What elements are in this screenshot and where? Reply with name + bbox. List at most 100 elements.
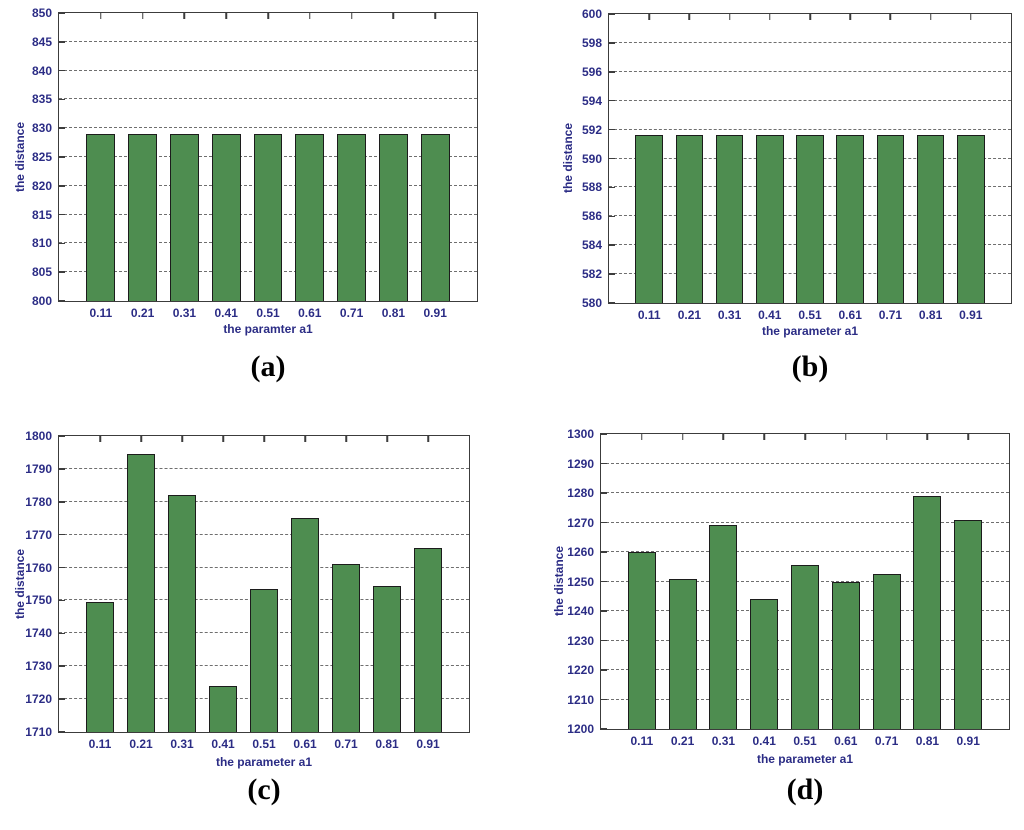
y-tick-label: 840	[31, 63, 52, 78]
y-tick-mark	[601, 462, 607, 465]
bar-0.71	[331, 564, 361, 732]
y-tick-label: 1240	[567, 604, 594, 618]
y-tick-mark	[609, 186, 615, 189]
y-tick-label: 1260	[567, 545, 594, 559]
gridline	[601, 551, 1009, 552]
bar-0.31	[709, 525, 738, 729]
x-tick-label: 0.51	[252, 737, 276, 751]
x-tick-mark-top	[809, 14, 811, 20]
bar-0.91	[954, 519, 983, 729]
y-tick-mark	[601, 580, 607, 583]
gridline	[601, 462, 1009, 464]
x-tick-mark-top	[350, 13, 353, 19]
y-tick-mark	[601, 433, 607, 435]
y-tick-mark	[59, 156, 65, 158]
gridline	[59, 40, 477, 42]
x-tick-mark-top	[929, 14, 932, 20]
bar-0.91	[420, 133, 450, 301]
y-tick-mark	[59, 468, 65, 470]
gridline	[609, 99, 1011, 101]
bar-0.61	[295, 133, 325, 301]
y-tick-label: 845	[31, 34, 52, 49]
y-tick-label: 805	[31, 265, 52, 280]
x-tick-label: 0.21	[129, 737, 153, 751]
y-tick-mark	[601, 669, 607, 671]
y-tick-mark	[59, 665, 65, 667]
y-tick-mark	[59, 127, 65, 129]
bar-0.21	[675, 135, 704, 303]
bar-0.71	[876, 135, 905, 303]
x-tick-mark-top	[970, 14, 972, 20]
y-tick-label: 820	[31, 178, 52, 193]
x-tick-mark-top	[392, 13, 395, 19]
x-tick-mark-top	[225, 13, 227, 19]
x-tick-label: 0.61	[298, 306, 322, 320]
y-tick-label: 1710	[25, 725, 52, 739]
bar-0.71	[872, 574, 901, 729]
bar-0.91	[413, 547, 443, 732]
y-tick-label: 1220	[567, 663, 594, 677]
x-tick-label: 0.21	[130, 306, 155, 320]
bar-0.81	[372, 585, 402, 732]
bar-0.51	[249, 588, 279, 732]
x-tick-mark-top	[681, 434, 684, 440]
plot-area: 800 805 810 815 820 825 830 835 840 845 850 0.11 0.2…	[32, 6, 478, 320]
y-axis-label: the distance	[13, 121, 27, 193]
x-tick-mark-top	[434, 13, 436, 19]
chart-panel-a: the distance 800 805 810 815 820 825 830 835 840…	[0, 0, 512, 415]
y-tick-label: 830	[31, 121, 52, 136]
x-tick-label: 0.31	[711, 734, 736, 748]
y-tick-label: 825	[31, 150, 52, 164]
x-tick-mark-top	[267, 13, 269, 19]
gridline	[601, 521, 1009, 523]
x-tick-label: 0.91	[423, 306, 447, 320]
y-tick-label: 590	[581, 151, 602, 166]
x-tick-label: 0.71	[334, 737, 358, 751]
x-tick-label: 0.71	[874, 734, 899, 748]
x-tick-mark-top	[641, 434, 643, 440]
x-tick-mark-top	[304, 436, 306, 442]
y-tick-label: 1770	[25, 527, 52, 542]
x-tick-mark-top	[222, 436, 224, 442]
bar-0.41	[750, 599, 779, 729]
bar-0.21	[668, 578, 697, 729]
bar-0.11	[86, 133, 116, 301]
y-tick-mark	[609, 157, 615, 160]
y-tick-mark	[601, 639, 607, 642]
gridline	[609, 41, 1011, 43]
bar-0.61	[290, 518, 320, 732]
y-tick-mark	[59, 566, 65, 569]
plot-area: 1710 1720 1730 1740 1750 1760 1770 1780 1790 1800…	[25, 429, 470, 751]
y-tick-mark	[609, 42, 615, 44]
gridline	[601, 492, 1009, 493]
y-tick-mark	[59, 271, 65, 273]
x-tick-label: 0.61	[293, 737, 317, 751]
x-tick-label: 0.91	[959, 308, 983, 322]
bar-0.51	[253, 133, 283, 301]
x-tick-mark-top	[386, 436, 388, 442]
x-tick-mark-top	[183, 13, 186, 19]
chart-panel-d: the distance 1200 1210 1220 1230 1240 1250 126…	[512, 415, 1024, 830]
bar-0.31	[167, 495, 197, 732]
x-tick-label: 0.11	[637, 308, 661, 322]
plot-area: 1200 1210 1220 1230 1240 1250 1260 1270 1280 1290…	[567, 427, 1010, 748]
x-tick-mark-top	[849, 14, 851, 20]
gridline	[59, 467, 469, 469]
x-tick-mark-top	[763, 434, 765, 440]
x-tick-mark-top	[769, 14, 771, 20]
x-tick-label: 0.71	[878, 308, 903, 322]
gridline	[59, 533, 469, 535]
y-tick-label: 1730	[25, 659, 52, 674]
x-tick-label: 0.31	[172, 306, 197, 320]
y-tick-label: 835	[31, 92, 52, 107]
x-axis-label: the parameter a1	[756, 752, 854, 766]
x-tick-label: 0.41	[214, 306, 238, 320]
bar-0.41	[755, 135, 784, 303]
x-tick-label: 0.81	[381, 306, 406, 320]
chart-panel-b: the distance 580 582 584 586 588 590 592 594 596…	[512, 0, 1024, 415]
x-tick-mark-top	[885, 434, 888, 440]
x-tick-label: 0.21	[677, 308, 702, 322]
y-tick-label: 588	[581, 180, 602, 195]
y-tick-label: 1720	[25, 692, 52, 707]
gridline	[59, 566, 469, 568]
